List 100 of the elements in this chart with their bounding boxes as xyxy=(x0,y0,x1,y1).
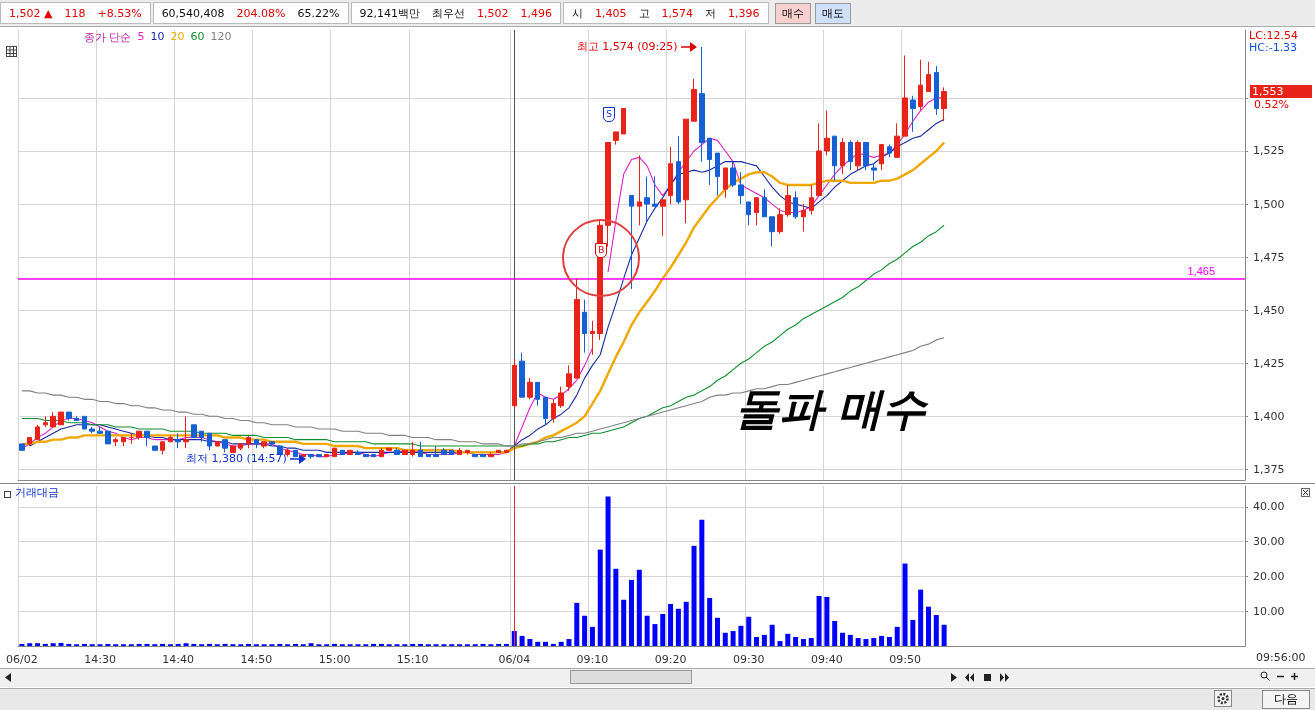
y-tick-label: 20.00 xyxy=(1253,569,1285,583)
candlestick xyxy=(394,447,400,456)
candlestick xyxy=(934,65,939,116)
candlestick xyxy=(793,190,798,220)
candlestick xyxy=(449,449,454,456)
bar xyxy=(136,643,142,646)
bar xyxy=(35,643,41,646)
candlestick xyxy=(19,443,25,451)
bar xyxy=(793,636,799,646)
candlestick xyxy=(754,197,759,226)
candlestick xyxy=(762,188,767,218)
annotation: 돌파 매수 xyxy=(735,382,927,436)
bar xyxy=(644,615,650,646)
candlestick xyxy=(918,59,923,112)
y-tick-label: 30.00 xyxy=(1253,535,1285,549)
bar xyxy=(886,636,892,646)
candlestick xyxy=(35,424,40,441)
x-tick-label: 15:00 xyxy=(318,653,351,666)
candlestick xyxy=(50,411,56,428)
bar xyxy=(824,596,830,646)
bar xyxy=(480,643,486,646)
candlestick xyxy=(738,171,744,205)
candlestick xyxy=(97,426,103,434)
candlestick xyxy=(379,447,384,458)
candlestick xyxy=(535,381,540,407)
text: LC:12.54 xyxy=(1249,29,1299,42)
bar xyxy=(613,568,619,646)
y-tick-label: 1,525 xyxy=(1253,144,1285,158)
candlestick xyxy=(691,78,697,122)
bar xyxy=(933,615,939,646)
candlestick xyxy=(43,415,48,428)
bar xyxy=(894,626,900,646)
bar xyxy=(918,589,924,646)
text: +8.53% xyxy=(97,6,142,20)
bar xyxy=(652,624,658,646)
bar xyxy=(800,639,806,646)
y-tick-label: 1,500 xyxy=(1253,197,1285,211)
candlestick xyxy=(472,454,478,458)
candlestick xyxy=(457,447,462,456)
x-tick-label: 06/04 xyxy=(498,653,531,666)
bar xyxy=(722,632,728,646)
candlestick xyxy=(308,454,314,460)
y-tick-label: 10.00 xyxy=(1253,604,1285,618)
candlestick xyxy=(582,299,587,354)
candlestick xyxy=(676,135,681,205)
text: 118 xyxy=(64,6,86,20)
candlestick xyxy=(230,445,236,453)
bar xyxy=(550,643,556,646)
candlestick xyxy=(347,449,353,456)
bar xyxy=(879,635,885,646)
candlestick xyxy=(160,441,165,456)
candlestick xyxy=(222,439,228,453)
candlestick xyxy=(558,386,564,409)
candlestick xyxy=(363,454,369,458)
candlestick xyxy=(27,437,32,447)
bar xyxy=(769,624,775,646)
text: 0.52% xyxy=(1254,97,1289,111)
bar xyxy=(566,639,572,646)
bar xyxy=(308,643,314,646)
candlestick xyxy=(82,415,87,430)
y-tick-label: 1,425 xyxy=(1253,356,1285,370)
bar xyxy=(519,635,525,646)
candlestick xyxy=(316,454,322,458)
bar xyxy=(754,636,760,646)
candlestick xyxy=(207,432,212,451)
bar xyxy=(691,545,697,646)
ref-line-label: 1,465 xyxy=(1187,264,1215,277)
text: 고 xyxy=(638,5,650,21)
candlestick xyxy=(175,432,181,449)
text: 최우선 xyxy=(432,5,466,21)
candlestick xyxy=(707,137,712,186)
candlestick xyxy=(699,46,705,163)
text: HC:-1.33 xyxy=(1249,41,1298,54)
bar xyxy=(746,616,752,646)
candlestick xyxy=(613,131,619,146)
candlestick xyxy=(121,437,126,447)
bar xyxy=(206,643,212,646)
line-series xyxy=(21,337,945,447)
candlestick xyxy=(926,61,931,93)
bar xyxy=(855,638,861,646)
bar xyxy=(105,643,111,646)
candlestick xyxy=(152,445,158,451)
bar xyxy=(863,639,869,646)
bar xyxy=(808,638,814,646)
bar xyxy=(175,643,181,646)
x-tick-label: 14:50 xyxy=(240,653,273,666)
annotation: S xyxy=(603,106,616,122)
candlestick xyxy=(246,434,251,449)
bar xyxy=(332,643,338,646)
candlestick xyxy=(129,432,134,445)
bar xyxy=(636,569,642,646)
y-tick-label: 1,475 xyxy=(1253,250,1285,264)
candlestick xyxy=(113,437,118,447)
bar xyxy=(160,643,166,646)
candlestick xyxy=(168,434,173,443)
candlestick xyxy=(324,454,329,458)
bar xyxy=(144,643,150,646)
candlestick xyxy=(894,122,900,158)
candlestick xyxy=(809,184,814,216)
candlestick xyxy=(418,441,423,458)
